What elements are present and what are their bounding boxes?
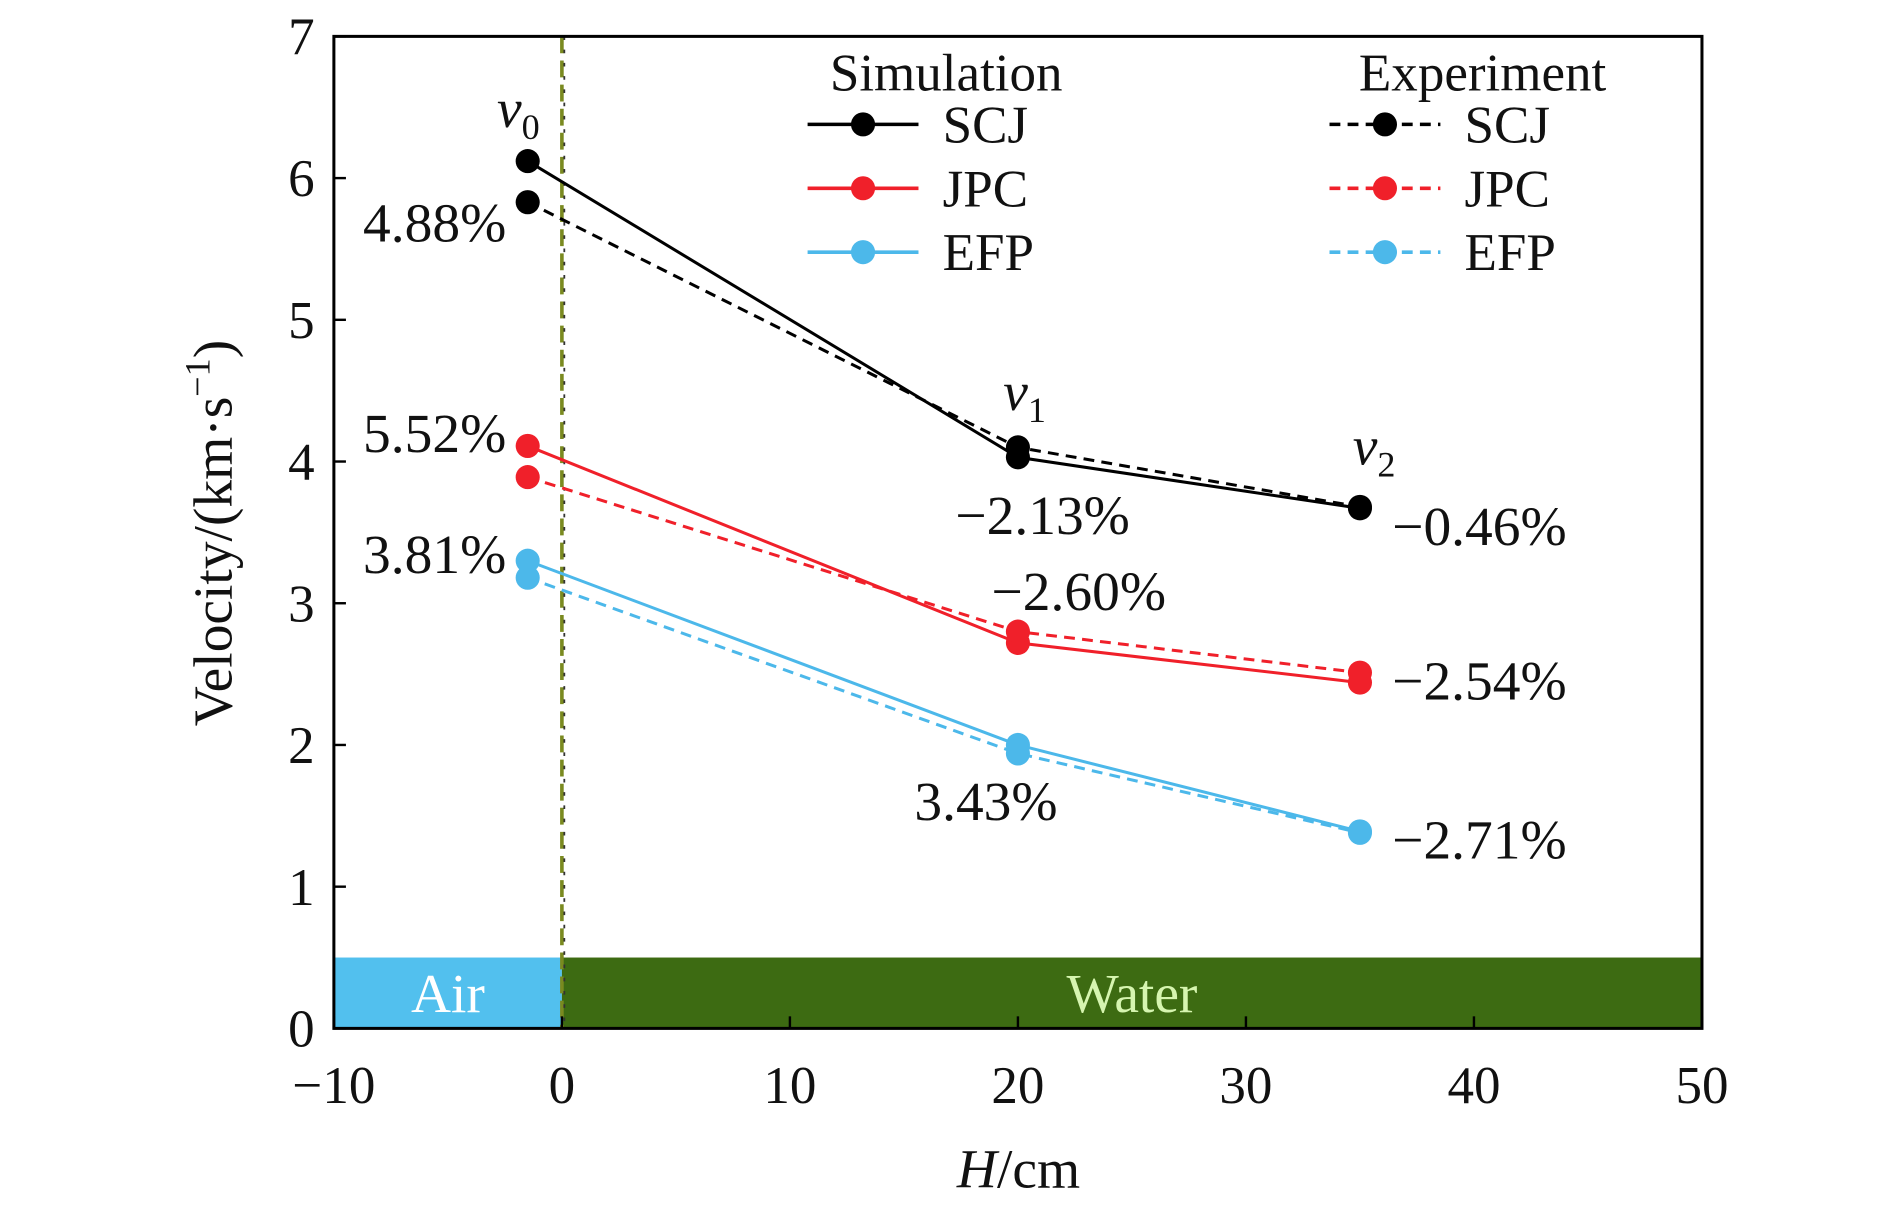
legend-marker (1372, 176, 1398, 201)
x-tick-label: 30 (1219, 1057, 1272, 1115)
y-tick-label: 6 (288, 150, 315, 208)
legend-entry-simulation-jpc: JPC (943, 160, 1028, 218)
y-tick-label: 5 (288, 292, 315, 350)
legend-entry-simulation-efp: EFP (943, 224, 1034, 282)
region-water (561, 957, 1702, 1029)
y-tick-label: 0 (288, 1000, 315, 1058)
data-point-experiment-efp (1347, 820, 1372, 845)
legend-title-simulation: Simulation (830, 45, 1063, 103)
data-point-experiment-scj (1347, 494, 1372, 519)
error-annotation: −2.71% (1392, 809, 1566, 870)
data-point-experiment-scj (515, 190, 540, 215)
x-axis-label: H/cm (956, 1138, 1080, 1199)
legend-entry-experiment-jpc: JPC (1465, 160, 1550, 218)
x-tick-label: 40 (1447, 1057, 1500, 1115)
y-tick-label: 2 (288, 717, 315, 775)
legend-entry-experiment-scj: SCJ (1465, 96, 1550, 154)
x-tick-label: 10 (763, 1057, 816, 1115)
data-point-experiment-efp (1005, 741, 1030, 766)
series-line-simulation-jpc (527, 444, 1361, 685)
error-annotation: −2.13% (955, 485, 1129, 546)
error-annotation: −0.46% (1392, 496, 1566, 557)
y-tick-label: 7 (288, 8, 315, 66)
region-air (333, 957, 562, 1029)
legend-marker (850, 176, 876, 201)
error-annotation: −2.54% (1392, 650, 1566, 711)
error-annotation: 5.52% (363, 403, 506, 464)
point-label-v1: v1 (1003, 361, 1046, 430)
y-tick-label: 3 (288, 575, 315, 633)
y-tick-label: 1 (288, 859, 315, 917)
series-line-experiment-jpc (527, 475, 1361, 675)
y-axis-label: Velocity/(km·s−1) (178, 340, 244, 726)
legend-marker (850, 240, 876, 265)
data-point-simulation-efp (515, 548, 540, 573)
legend-marker (1372, 112, 1398, 137)
data-point-experiment-jpc (1005, 619, 1030, 644)
x-tick-label: 0 (549, 1057, 576, 1115)
point-label-v0: v0 (497, 78, 540, 147)
error-annotation: 4.88% (363, 192, 506, 253)
error-annotation: −2.60% (992, 561, 1166, 622)
data-point-simulation-scj (515, 149, 540, 174)
data-point-experiment-scj (1005, 435, 1030, 460)
data-point-experiment-efp (515, 565, 540, 590)
region-label-air: Air (411, 963, 485, 1024)
point-label-v2: v2 (1353, 415, 1396, 484)
region-label-water: Water (1066, 963, 1197, 1024)
data-point-experiment-jpc (515, 465, 540, 490)
legend-entry-experiment-efp: EFP (1465, 224, 1556, 282)
x-tick-label: 20 (991, 1057, 1044, 1115)
legend-marker (850, 112, 876, 137)
legend-title-experiment: Experiment (1359, 45, 1607, 103)
data-point-simulation-jpc (515, 433, 540, 458)
legend-marker (1372, 240, 1398, 265)
error-annotation: 3.43% (914, 771, 1057, 832)
error-annotation: 3.81% (363, 524, 506, 585)
y-tick-label: 4 (288, 434, 315, 492)
legend-entry-simulation-scj: SCJ (943, 96, 1028, 154)
x-tick-label: 50 (1675, 1057, 1728, 1115)
x-tick-label: −10 (292, 1057, 375, 1115)
data-point-experiment-jpc (1347, 660, 1372, 685)
